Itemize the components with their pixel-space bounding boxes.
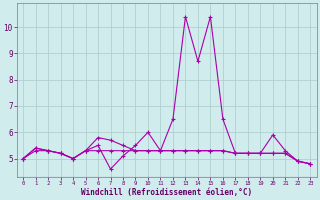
X-axis label: Windchill (Refroidissement éolien,°C): Windchill (Refroidissement éolien,°C) [81,188,252,197]
